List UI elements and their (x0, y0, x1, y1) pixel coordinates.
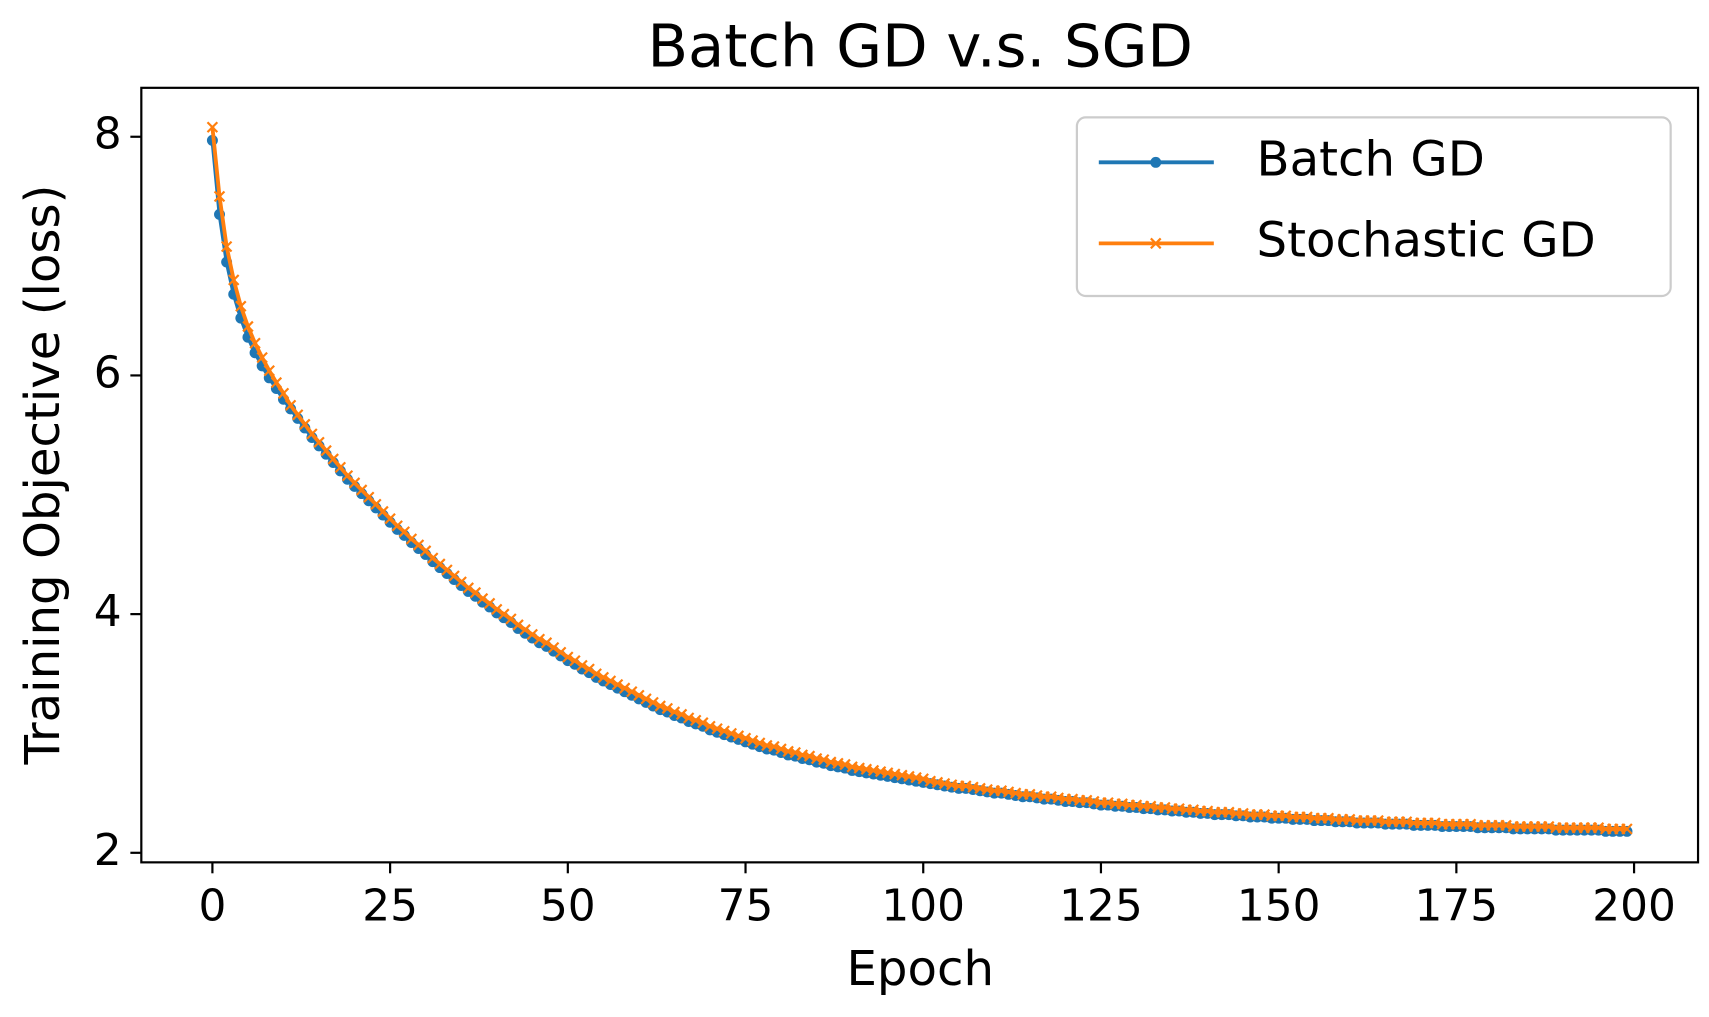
marker (256, 351, 268, 364)
marker (462, 582, 475, 594)
marker (476, 592, 489, 605)
y-tick-label: 4 (94, 586, 122, 637)
marker (526, 628, 538, 641)
x-tick-label: 100 (881, 880, 965, 931)
x-tick-label: 175 (1415, 880, 1499, 931)
marker (618, 682, 631, 694)
x-axis-label: Epoch (846, 941, 994, 997)
marker (768, 740, 780, 753)
marker (228, 274, 240, 286)
x-tick-label: 75 (718, 880, 774, 931)
y-tick-label: 6 (94, 347, 122, 398)
marker (547, 641, 560, 654)
marker (697, 717, 709, 729)
marker (277, 387, 290, 400)
legend-label: Batch GD (1257, 131, 1485, 187)
marker (704, 720, 716, 733)
marker (754, 737, 766, 749)
marker (839, 758, 851, 771)
marker (1150, 156, 1162, 168)
marker (206, 121, 219, 133)
x-tick-label: 50 (540, 880, 596, 931)
marker (732, 730, 745, 742)
legend: Batch GD Stochastic GD (1075, 116, 1672, 298)
marker (562, 651, 574, 663)
marker (1621, 823, 1633, 835)
marker (711, 722, 723, 735)
marker (746, 734, 759, 747)
series (206, 121, 1633, 835)
marker (512, 619, 524, 631)
marker (718, 725, 730, 737)
marker (654, 700, 666, 712)
marker (647, 696, 659, 709)
marker (242, 320, 254, 333)
marker (569, 654, 581, 667)
marker (519, 623, 531, 636)
marker (235, 300, 247, 312)
chart-title: Batch GD v.s. SGD (647, 12, 1193, 81)
marker (555, 646, 567, 659)
marker (299, 418, 311, 431)
marker (284, 399, 297, 411)
marker (590, 668, 602, 680)
y-axis-label: Training Objective (loss) (15, 185, 71, 766)
marker (213, 190, 226, 203)
x-tick-label: 150 (1237, 880, 1321, 931)
marker (818, 754, 830, 766)
marker (583, 663, 595, 675)
x-tick-label: 200 (1592, 880, 1676, 931)
marker (576, 659, 588, 672)
marker (498, 608, 510, 620)
marker (675, 708, 688, 721)
marker (690, 714, 702, 727)
marker (1150, 237, 1162, 250)
marker (775, 743, 787, 755)
marker (597, 671, 610, 684)
y-tick-label: 2 (94, 825, 122, 876)
marker (739, 732, 752, 744)
marker (263, 364, 275, 377)
marker (633, 689, 645, 701)
marker (533, 633, 546, 645)
marker (611, 678, 624, 691)
y-tick-label: 8 (94, 109, 122, 160)
marker (626, 685, 638, 698)
marker (682, 712, 695, 724)
marker (270, 376, 283, 389)
marker (668, 706, 681, 718)
x-tick-label: 25 (362, 880, 418, 931)
marker (725, 727, 738, 740)
marker (803, 750, 816, 762)
x-tick-label: 0 (198, 880, 226, 931)
marker (292, 409, 304, 421)
marker (789, 746, 801, 759)
marker (491, 603, 503, 616)
legend-label: Stochastic GD (1257, 212, 1596, 268)
legend-box (1075, 116, 1672, 298)
plot-frame (140, 86, 1700, 864)
marker (917, 773, 929, 785)
marker (640, 693, 652, 705)
marker (540, 637, 553, 649)
x-tick-label: 125 (1059, 880, 1143, 931)
marker (661, 702, 674, 715)
marker (220, 240, 233, 253)
marker (604, 675, 617, 687)
marker (249, 337, 261, 349)
